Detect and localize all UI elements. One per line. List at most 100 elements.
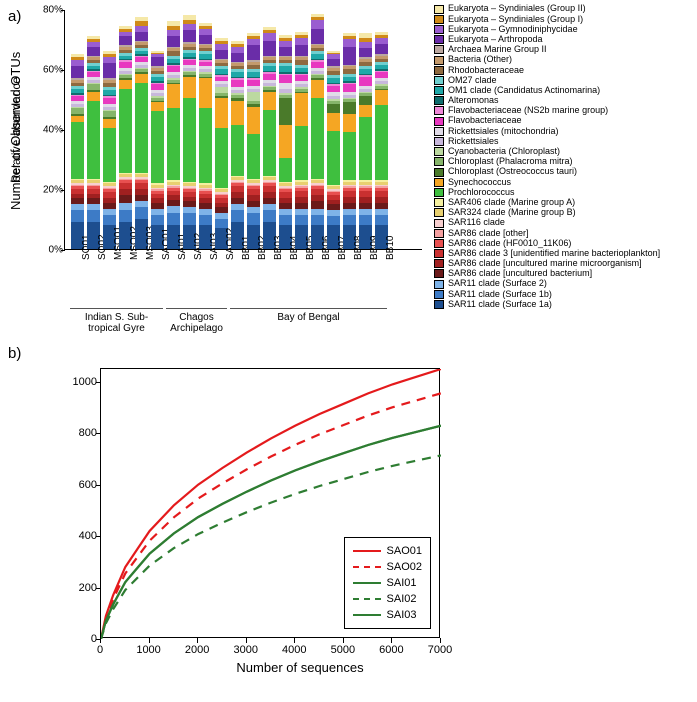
bar-segment — [343, 114, 356, 132]
bar-segment — [295, 126, 308, 180]
chart-a-ytick: 40% — [37, 125, 63, 136]
bar-segment — [263, 41, 276, 56]
legend-label: SAR116 clade — [448, 218, 505, 227]
bar-segment — [279, 98, 292, 125]
bar-segment — [119, 36, 132, 45]
legend-label: Flavobacteriaceae — [448, 116, 522, 125]
chart-a-ytick: 80% — [37, 5, 63, 16]
legend-swatch — [434, 178, 444, 187]
bar-segment — [279, 215, 292, 226]
legend-swatch — [434, 25, 444, 34]
bar-segment — [215, 128, 228, 188]
legend-swatch — [434, 96, 444, 105]
bar-MSO03 — [135, 17, 148, 250]
chart-a-ytick: 20% — [37, 185, 63, 196]
chart-b-plot-area: SAO01SAO02SAI01SAI02SAI03 02004006008001… — [100, 368, 440, 638]
bar-segment — [343, 132, 356, 180]
region-label: Indian S. Sub-tropical Gyre — [70, 312, 163, 334]
legend-row: Bacteria (Other) — [434, 55, 694, 65]
legend-swatch — [434, 229, 444, 238]
bar-segment — [295, 38, 308, 46]
bar-segment — [135, 207, 148, 219]
bar-segment — [199, 215, 212, 226]
legend-swatch — [434, 239, 444, 248]
bar-SAO01 — [151, 51, 164, 249]
bar-segment — [215, 219, 228, 228]
chart-b-ytick: 1000 — [67, 376, 97, 388]
bar-segment — [167, 213, 180, 225]
bar-segment — [327, 59, 340, 67]
bar-segment — [311, 215, 324, 226]
bar-segment — [151, 102, 164, 111]
bar-BB01 — [231, 41, 244, 250]
legend-swatch — [434, 137, 444, 146]
legend-row: Rhodobacteraceae — [434, 65, 694, 75]
chart-a-ytick: 0% — [37, 245, 63, 256]
legend-swatch — [434, 56, 444, 65]
panel-a-label: a) — [8, 8, 21, 25]
legend-swatch — [434, 280, 444, 289]
legend-row: SAR11 clade (Surface 1b) — [434, 289, 694, 299]
bar-segment — [327, 216, 340, 225]
bar-segment — [295, 93, 308, 126]
bar-segment — [215, 50, 228, 59]
bar-segment — [247, 92, 260, 101]
bar-segment — [103, 128, 116, 182]
bar-BB08 — [343, 33, 356, 249]
bar-segment — [167, 36, 180, 47]
legend-row: Eukaryota – Syndiniales (Group I) — [434, 14, 694, 24]
chart-b-legend: SAO01SAO02SAI01SAI02SAI03 — [344, 537, 431, 629]
legend-label: SAR11 clade (Surface 1a) — [448, 300, 552, 309]
bar-BB06 — [311, 14, 324, 250]
legend-swatch — [434, 35, 444, 44]
bar-segment — [311, 20, 324, 29]
bar-segment — [359, 105, 372, 117]
chart-b-xtick: 7000 — [428, 644, 452, 656]
legend-swatch — [434, 86, 444, 95]
bar-segment — [279, 158, 292, 182]
bar-SO01 — [71, 54, 84, 249]
bar-SAO02 — [215, 38, 228, 250]
legend-swatch — [434, 106, 444, 115]
bar-BB07 — [327, 51, 340, 249]
legend-row: OM27 clade — [434, 75, 694, 85]
bar-segment — [71, 122, 84, 179]
chart-b-ytick: 0 — [67, 633, 97, 645]
legend-swatch — [434, 290, 444, 299]
bar-segment — [231, 101, 244, 125]
region-line — [230, 308, 387, 309]
legend-b-label: SAO01 — [387, 545, 422, 557]
bar-segment — [343, 84, 356, 92]
bar-segment — [103, 119, 116, 128]
bar-segment — [103, 63, 116, 78]
legend-swatch — [434, 117, 444, 126]
legend-label: Chloroplast (Ostreococcus tauri) — [448, 167, 577, 176]
bar-segment — [247, 45, 260, 60]
bar-segment — [119, 89, 132, 173]
bar-segment — [119, 203, 132, 211]
legend-swatch — [434, 269, 444, 278]
chart-a-plot-area: 0%20%40%60%80%SO01SO02MSO01MSO02MSO03SAO… — [64, 10, 422, 250]
legend-label: Bacteria (Other) — [448, 55, 512, 64]
legend-label: Flavobacteriaceae (NS2b marine group) — [448, 106, 608, 115]
bar-BB05 — [295, 32, 308, 250]
bar-segment — [183, 98, 196, 182]
bar-SAI01 — [167, 21, 180, 249]
bar-segment — [167, 108, 180, 180]
bar-segment — [151, 57, 164, 66]
bar-segment — [343, 102, 356, 114]
legend-label: Eukaryota – Arthropoda — [448, 35, 543, 44]
bar-segment — [375, 90, 388, 105]
bar-segment — [359, 96, 372, 105]
legend-b-label: SAI02 — [387, 593, 417, 605]
legend-swatch — [434, 15, 444, 24]
legend-label: SAR86 clade [uncultured marine microorga… — [448, 259, 642, 268]
bar-segment — [327, 131, 340, 185]
bar-segment — [87, 101, 100, 179]
legend-swatch — [434, 168, 444, 177]
bar-segment — [87, 210, 100, 222]
legend-swatch — [434, 45, 444, 54]
bar-segment — [359, 215, 372, 226]
bar-segment — [71, 210, 84, 222]
legend-label: Rhodobacteraceae — [448, 66, 524, 75]
